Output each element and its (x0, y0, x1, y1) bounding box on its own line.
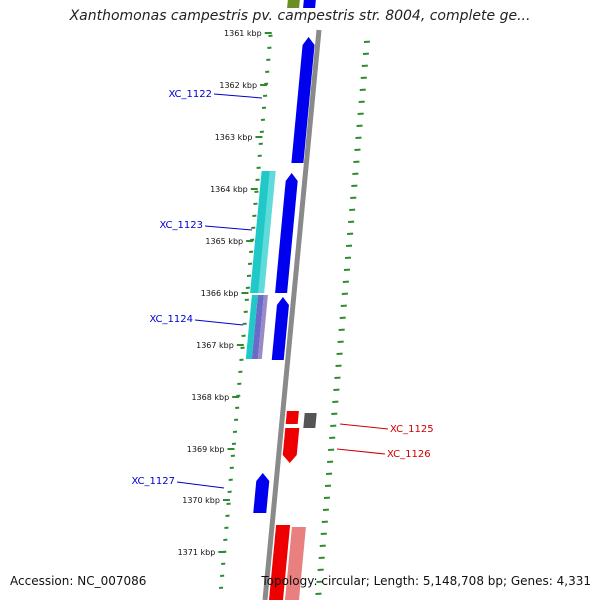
backbone-layer (262, 29, 322, 600)
gene-xc1124-shape[interactable] (271, 297, 289, 360)
ruler-tick-label: 1366 kbp (201, 289, 239, 298)
feature-layer (245, 0, 317, 600)
ruler-tick-label: 1369 kbp (187, 445, 225, 454)
ruler-tick-label: 1361 kbp (224, 29, 262, 38)
ruler-tick-label: 1363 kbp (215, 133, 253, 142)
gene-label[interactable]: XC_1122 (168, 89, 212, 100)
gene-leader-line (194, 319, 244, 326)
ruler-tick-label: 1370 kbp (182, 496, 220, 505)
gene-leader-line (339, 423, 389, 430)
gene-xc1127-shape[interactable] (253, 473, 270, 513)
gene-leader-line (204, 225, 253, 231)
gene-xc1122-shape[interactable] (291, 37, 315, 163)
gene-xc1124-stripe-a[interactable] (251, 295, 264, 359)
gene-xc1124-stripe-b[interactable] (245, 295, 258, 359)
gene-leader-line (336, 448, 386, 455)
gene-label[interactable]: XC_1127 (131, 476, 175, 487)
gene-label[interactable]: XC_1124 (149, 314, 193, 325)
ruler-tick-label: 1367 kbp (196, 341, 234, 350)
gene-label[interactable]: XC_1123 (159, 220, 203, 231)
gene-xc1126-shape[interactable] (282, 428, 300, 463)
gene-olive-partial[interactable] (287, 0, 300, 8)
ruler-tick-label: 1371 kbp (178, 548, 216, 557)
ruler-tick-label: 1365 kbp (205, 237, 243, 246)
gene-blue-partial-top[interactable] (303, 0, 316, 8)
gene-xc1125-shape[interactable] (285, 411, 299, 424)
ruler-tick-label: 1362 kbp (219, 81, 257, 90)
gene-leader-line (176, 481, 225, 489)
gene-leader-line (213, 93, 263, 99)
ruler-tick-label: 1364 kbp (210, 185, 248, 194)
gene-xc1124-stripe-c[interactable] (257, 295, 268, 359)
gene-red-partial-bottom[interactable] (269, 525, 291, 600)
genome-backbone (262, 29, 322, 600)
genome-summary-text: Topology: circular; Length: 5,148,708 bp… (261, 574, 591, 588)
gene-xc1125-gray-shape[interactable] (303, 413, 317, 428)
gene-label[interactable]: XC_1126 (387, 449, 431, 460)
map-title: Xanthomonas campestris pv. campestris st… (69, 8, 531, 24)
accession-text: Accession: NC_007086 (10, 574, 147, 588)
gene-label-layer: XC_1122 XC_1123 XC_1124 XC_1125 XC_1126 XC_11… (131, 89, 434, 489)
gene-pink-partial-bottom[interactable] (285, 527, 306, 600)
ruler-tick-label: 1368 kbp (191, 393, 229, 402)
gene-xc1123-shape[interactable] (275, 173, 298, 293)
ruler-layer: 1361 kbp 1362 kbp 1363 kbp 1364 kbp 1365 kbp… (178, 29, 371, 595)
gene-label[interactable]: XC_1125 (390, 424, 434, 435)
gene-xc1123-cyan-highlight[interactable] (258, 171, 276, 293)
